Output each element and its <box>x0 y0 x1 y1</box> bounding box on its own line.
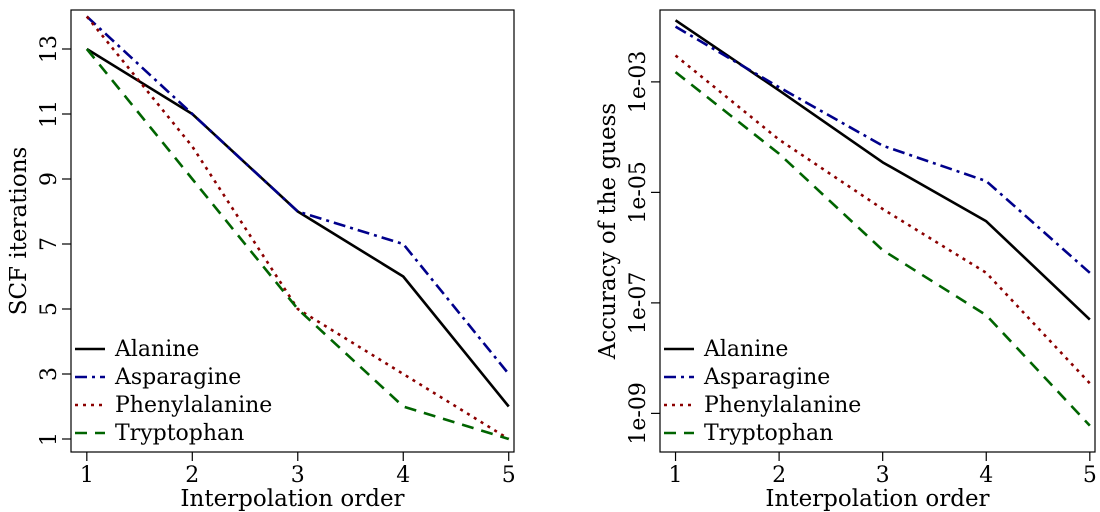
x-tick-label: 3 <box>876 463 890 488</box>
x-tick-label: 1 <box>80 463 94 488</box>
legend-label-alanine: Alanine <box>703 337 788 362</box>
y-tick-label: 1e-03 <box>626 51 651 113</box>
x-tick-label: 2 <box>772 463 786 488</box>
series-line-phenylalanine <box>85 15 510 441</box>
plot-frame <box>70 9 515 453</box>
x-tick-label: 4 <box>396 463 410 488</box>
series-line-tryptophan <box>674 71 1091 427</box>
series-line-tryptophan <box>85 48 510 441</box>
y-tick-label: 1e-07 <box>626 272 651 334</box>
legend-label-asparagine: Asparagine <box>114 365 241 390</box>
x-tick-label: 1 <box>669 463 683 488</box>
y-tick-label: 1e-09 <box>626 382 651 444</box>
y-axis-label: SCF iterations <box>6 147 32 316</box>
series-line-alanine <box>674 19 1091 321</box>
x-axis-label: Interpolation order <box>180 486 404 512</box>
y-tick-label: 11 <box>37 100 62 128</box>
x-tick-label: 3 <box>291 463 305 488</box>
y-tick-label: 1e-05 <box>626 161 651 223</box>
y-tick-label: 1 <box>37 432 62 446</box>
series-line-asparagine <box>85 15 510 375</box>
legend-label-tryptophan: Tryptophan <box>115 421 244 446</box>
legend: Alanine Asparagine Phenylalanine Tryptophan <box>75 337 272 446</box>
x-tick-label: 5 <box>502 463 516 488</box>
y-tick-label: 5 <box>37 302 62 316</box>
x-tick-label: 5 <box>1083 463 1097 488</box>
legend-label-asparagine: Asparagine <box>703 365 830 390</box>
x-tick-label: 4 <box>979 463 993 488</box>
legend: Alanine Asparagine Phenylalanine Tryptophan <box>664 337 861 446</box>
legend-label-phenylalanine: Phenylalanine <box>115 393 272 418</box>
plot-frame <box>659 9 1096 453</box>
legend-label-tryptophan: Tryptophan <box>704 421 833 446</box>
y-tick-label: 3 <box>37 367 62 381</box>
x-tick-label: 2 <box>185 463 199 488</box>
series-line-phenylalanine <box>674 54 1091 385</box>
x-axis-label: Interpolation order <box>765 486 989 512</box>
series-line-alanine <box>86 47 510 408</box>
legend-label-alanine: Alanine <box>114 337 199 362</box>
series-line-asparagine <box>674 25 1091 274</box>
chart-panel-2: 1 2 3 4 5 1e-09 1e-07 1e-05 1e-03 Interpolation o… <box>595 9 1097 512</box>
y-tick-label: 13 <box>37 35 62 63</box>
y-axis-label: Accuracy of the guess <box>595 103 621 360</box>
y-tick-label: 7 <box>37 237 62 251</box>
y-tick-label: 9 <box>37 172 62 186</box>
legend-label-phenylalanine: Phenylalanine <box>704 393 861 418</box>
